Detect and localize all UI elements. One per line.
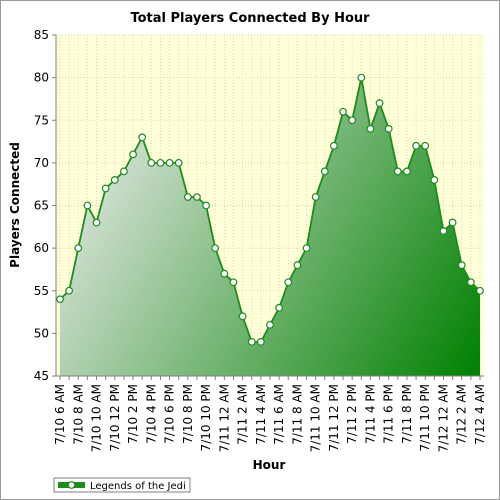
data-point <box>457 261 466 270</box>
y-tick-label: 70 <box>34 156 49 170</box>
data-point <box>348 116 357 125</box>
data-point <box>56 295 64 304</box>
x-axis-title: Hour <box>253 458 286 472</box>
data-point <box>375 99 384 108</box>
data-point <box>110 176 119 184</box>
x-tick-label: 7/11 4 AM <box>254 384 268 445</box>
data-point <box>193 193 201 201</box>
x-tick-label: 7/11 12 AM <box>217 384 231 452</box>
x-tick-label: 7/10 6 AM <box>53 384 67 445</box>
x-tick-label: 7/10 8 AM <box>71 384 85 445</box>
data-point <box>393 167 402 176</box>
data-point <box>466 278 475 287</box>
x-tick-label: 7/12 12 AM <box>436 384 450 452</box>
y-tick-label: 50 <box>34 326 49 340</box>
data-point <box>448 218 457 227</box>
series-area <box>60 77 480 376</box>
y-tick-label: 80 <box>34 71 49 85</box>
y-tick-label: 60 <box>34 241 49 255</box>
data-point <box>247 338 256 346</box>
legend-box <box>53 477 191 493</box>
x-tick-label: 7/10 4 PM <box>144 384 158 444</box>
x-tick-label: 7/11 4 PM <box>363 384 377 444</box>
x-tick-label: 7/10 8 PM <box>181 384 195 444</box>
y-axis-title: Players Connected <box>8 142 22 268</box>
data-point <box>156 158 165 167</box>
data-point <box>65 286 74 295</box>
data-point <box>129 150 137 159</box>
data-point <box>256 338 265 346</box>
x-tick-label: 7/11 8 AM <box>290 384 304 445</box>
data-point <box>238 312 247 321</box>
y-axis-ticks: 45 50 55 60 65 70 75 80 85 <box>34 28 56 383</box>
x-tick-label: 7/10 6 PM <box>163 384 177 444</box>
legend: Legends of the Jedi <box>53 477 191 493</box>
data-point <box>138 133 147 142</box>
x-tick-label: 7/11 2 AM <box>236 384 250 445</box>
x-tick-label: 7/11 8 PM <box>400 384 414 444</box>
data-point <box>439 227 448 235</box>
data-point <box>384 124 393 133</box>
data-point <box>165 158 174 167</box>
data-point <box>202 201 210 210</box>
data-point <box>302 244 311 253</box>
x-tick-label: 7/11 10 AM <box>309 384 323 452</box>
x-tick-label: 7/12 4 AM <box>473 384 487 445</box>
y-tick-label: 55 <box>34 284 49 298</box>
data-point <box>229 278 238 287</box>
data-point <box>366 124 375 133</box>
y-tick-label: 45 <box>34 369 49 383</box>
data-point <box>430 176 439 184</box>
data-point <box>421 141 430 150</box>
x-tick-label: 7/10 2 PM <box>126 384 140 444</box>
x-tick-label: 7/11 6 PM <box>382 384 396 444</box>
data-point <box>339 107 347 116</box>
x-tick-label: 7/10 12 PM <box>108 384 122 451</box>
chart-title: Total Players Connected By Hour <box>130 11 370 26</box>
series-points <box>56 73 484 346</box>
data-point <box>147 158 156 167</box>
x-tick-label: 7/11 6 AM <box>272 384 286 445</box>
data-point <box>412 141 420 150</box>
data-point <box>101 184 110 193</box>
legend-label: Legends of the Jedi <box>90 481 186 492</box>
data-point <box>74 244 83 253</box>
data-point <box>293 261 302 270</box>
data-point <box>211 244 220 253</box>
x-tick-label: 7/11 10 PM <box>418 384 432 451</box>
data-point <box>92 218 101 227</box>
y-tick-label: 75 <box>34 113 49 127</box>
x-tick-label: 7/11 12 PM <box>327 384 341 451</box>
data-point <box>330 141 338 150</box>
x-tick-label: 7/10 10 AM <box>90 384 104 452</box>
data-point <box>120 167 128 176</box>
y-tick-label: 85 <box>34 28 49 42</box>
data-point <box>183 193 192 201</box>
data-point <box>220 269 229 278</box>
x-tick-label: 7/10 10 PM <box>199 384 213 451</box>
x-tick-label: 7/12 2 AM <box>455 384 469 445</box>
data-point <box>357 73 366 82</box>
data-point <box>476 286 484 295</box>
data-point <box>266 320 274 329</box>
data-point <box>403 167 411 176</box>
data-point <box>320 167 329 176</box>
x-tick-label: 7/11 2 PM <box>345 384 359 444</box>
data-point <box>311 193 320 201</box>
legend-marker-icon <box>67 481 76 489</box>
data-point <box>174 158 183 167</box>
x-axis-ticks: 7/10 6 AM 7/10 8 AM 7/10 10 AM 7/10 12 PM 7/… <box>53 376 487 452</box>
data-point <box>275 303 284 312</box>
y-tick-label: 65 <box>34 199 49 213</box>
data-point <box>284 278 293 287</box>
data-point <box>83 201 92 210</box>
